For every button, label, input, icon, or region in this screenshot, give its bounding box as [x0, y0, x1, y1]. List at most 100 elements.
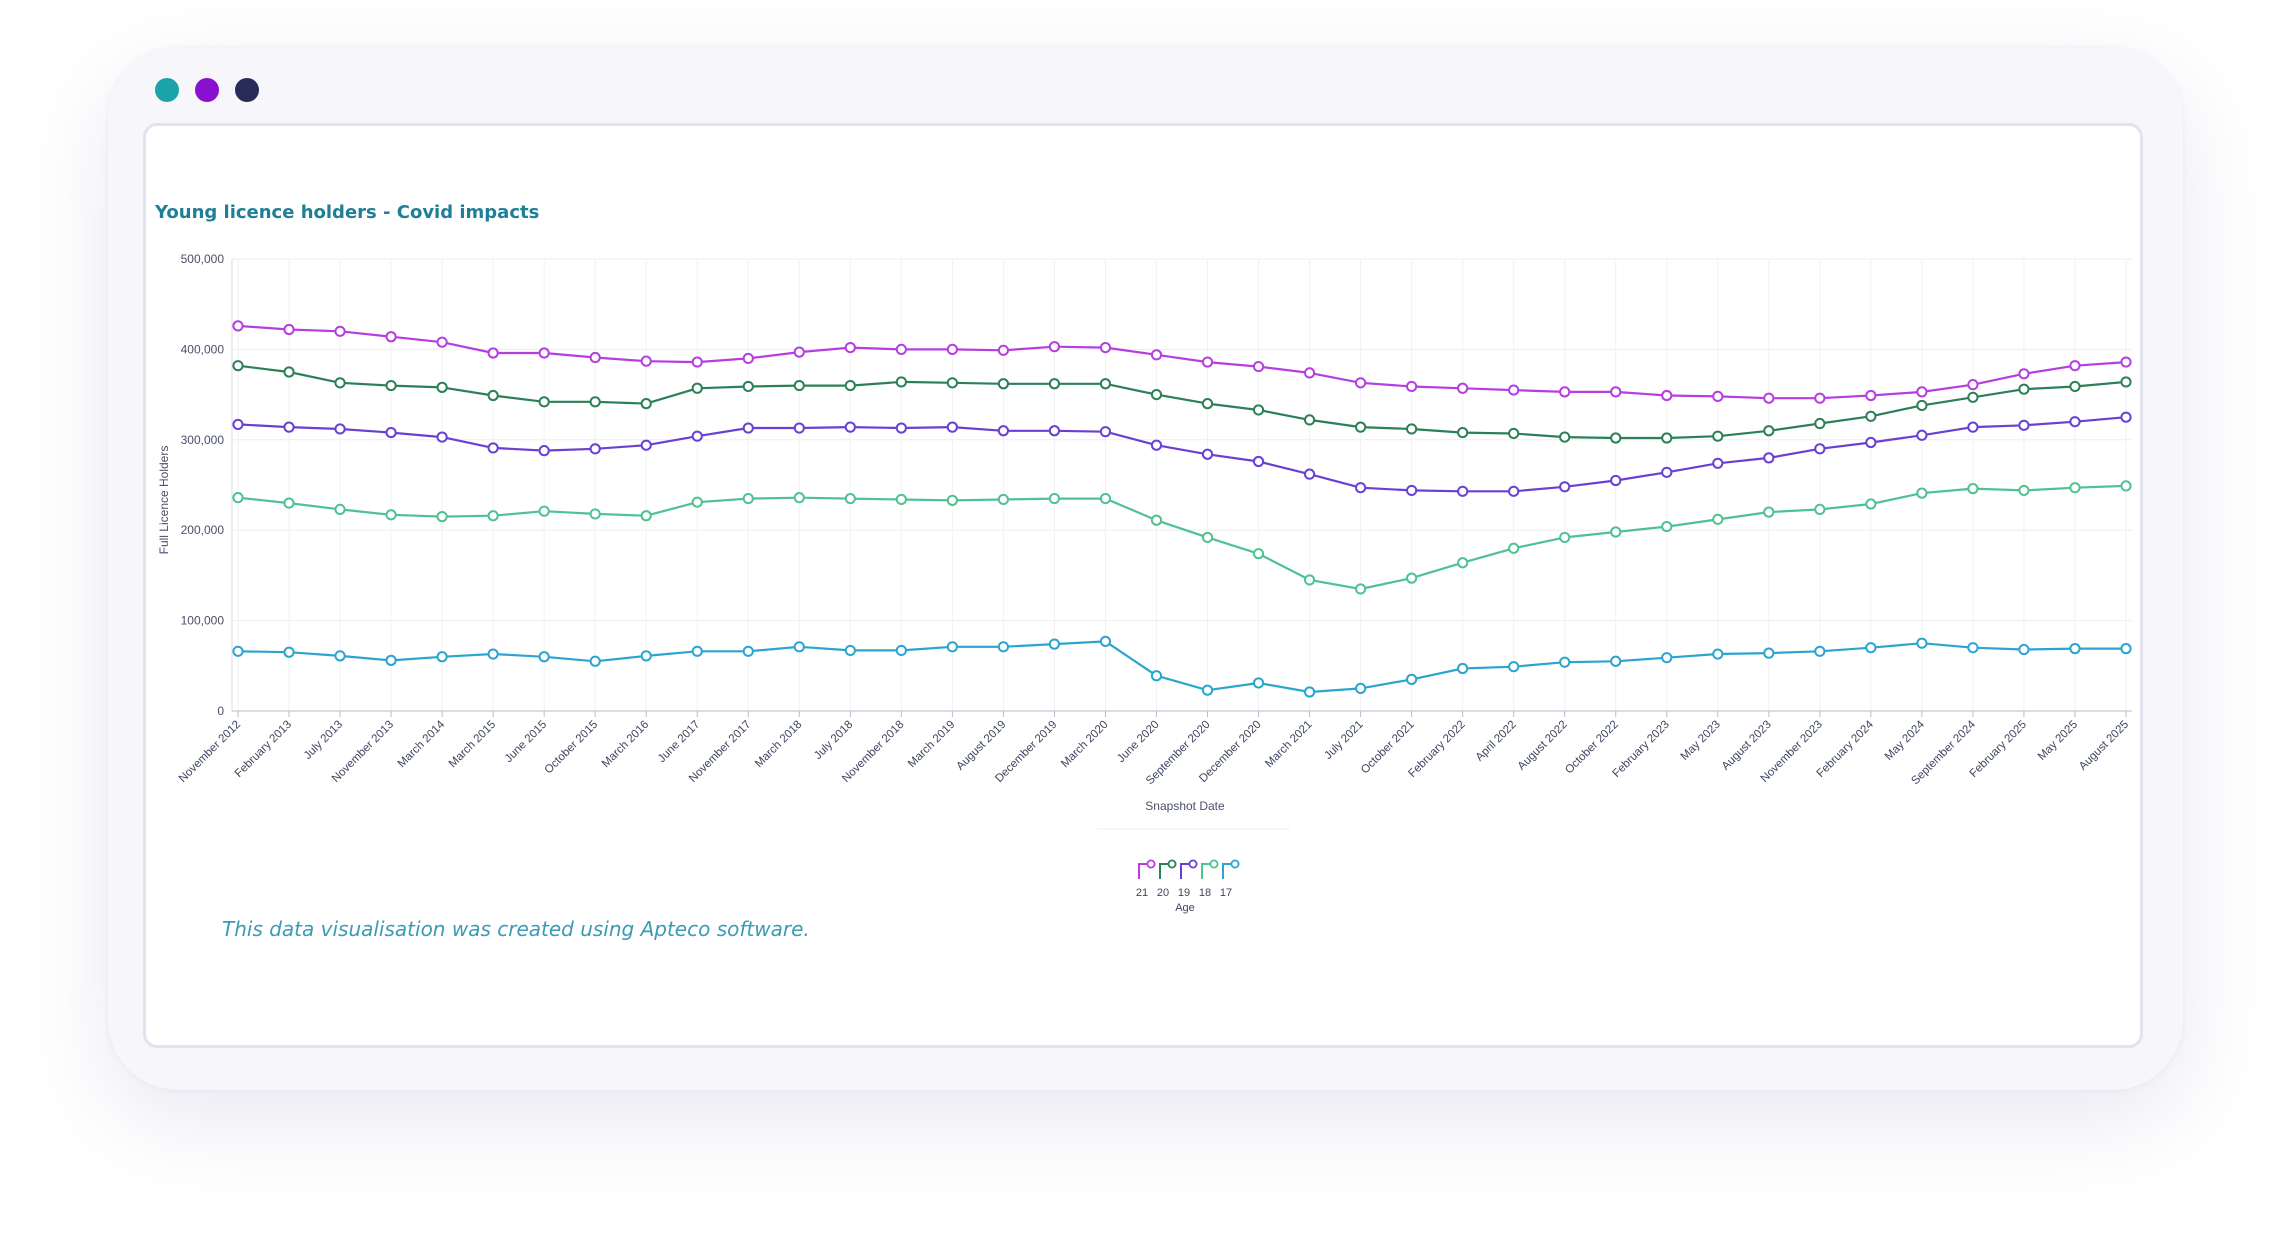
data-point-20	[1457, 426, 1469, 439]
chart-series	[232, 320, 2132, 698]
data-point-19	[1559, 481, 1571, 493]
window-dot-teal-icon[interactable]	[155, 78, 179, 102]
data-point-20	[2069, 380, 2081, 393]
x-tick-label: November 2012	[177, 719, 243, 785]
data-point-18	[1406, 572, 1418, 584]
data-point-19	[334, 423, 346, 435]
data-point-18	[1201, 531, 1214, 544]
data-point-21	[538, 347, 550, 359]
data-point-21	[844, 341, 856, 354]
data-point-19	[895, 422, 907, 434]
data-point-17	[2018, 643, 2030, 656]
data-point-20	[1354, 421, 1367, 433]
data-point-20	[2120, 376, 2132, 388]
data-point-17	[1099, 635, 1112, 647]
data-point-18	[844, 492, 856, 505]
data-point-17	[538, 651, 550, 663]
data-point-21	[334, 325, 346, 337]
data-point-19	[1508, 485, 1520, 497]
data-point-17	[1916, 637, 1928, 649]
data-point-17	[1865, 642, 1877, 654]
data-point-19	[742, 422, 754, 434]
data-point-20	[232, 360, 244, 372]
data-point-21	[1201, 356, 1214, 368]
chart-grid	[232, 258, 2132, 712]
data-point-21	[1252, 360, 1265, 373]
data-point-17	[640, 650, 652, 662]
data-point-17	[283, 646, 295, 658]
data-point-18	[1457, 557, 1469, 569]
data-point-18	[1354, 583, 1367, 595]
data-point-21	[2069, 360, 2081, 372]
data-point-17	[946, 641, 958, 653]
legend-label-19: 19	[1178, 887, 1190, 899]
series-line-17	[237, 640, 2126, 694]
x-axis-label: Snapshot Date	[1145, 799, 1225, 813]
data-point-19	[640, 439, 652, 451]
data-point-20	[793, 379, 805, 392]
data-point-19	[1252, 455, 1265, 468]
data-point-20	[1406, 423, 1418, 435]
data-point-19	[1763, 452, 1775, 464]
data-point-20	[1610, 432, 1622, 444]
data-point-21	[2120, 356, 2132, 368]
data-point-18	[1712, 513, 1724, 525]
y-axis-label: Full Licence Holders	[157, 446, 171, 555]
data-point-18	[997, 493, 1010, 506]
data-point-17	[232, 645, 244, 657]
y-tick-label: 0	[217, 704, 224, 718]
data-point-20	[640, 398, 652, 410]
data-point-21	[1048, 341, 1061, 353]
data-point-20	[1712, 430, 1724, 442]
x-tick-label: May 2025	[2036, 719, 2080, 763]
data-point-17	[1406, 673, 1418, 685]
legend-label-21: 21	[1136, 887, 1148, 899]
data-point-17	[1201, 684, 1214, 696]
legend-marker-18	[1209, 859, 1219, 869]
x-tick-label: June 2020	[1115, 719, 1161, 765]
data-point-18	[487, 510, 499, 522]
data-point-21	[1661, 389, 1673, 402]
data-point-17	[1354, 682, 1367, 695]
data-point-18	[2120, 480, 2132, 492]
data-point-20	[334, 377, 346, 389]
chart-panel	[143, 123, 2143, 1048]
x-tick-label: March 2020	[1059, 719, 1110, 770]
data-point-17	[691, 645, 703, 657]
data-point-18	[691, 496, 703, 508]
data-point-17	[1763, 647, 1775, 659]
x-tick-label: August 2022	[1516, 719, 1570, 773]
legend-swatch-19	[1180, 863, 1190, 879]
data-point-19	[1814, 443, 1826, 455]
data-point-20	[1303, 414, 1316, 426]
window-dot-navy-icon[interactable]	[235, 78, 259, 102]
data-point-19	[946, 421, 958, 433]
data-point-18	[385, 509, 397, 521]
series-line-18	[237, 484, 2127, 591]
data-point-21	[1559, 386, 1571, 398]
data-point-21	[1303, 367, 1316, 379]
data-point-20	[691, 382, 703, 394]
data-point-21	[385, 331, 397, 343]
window-dot-purple-icon[interactable]	[195, 78, 219, 102]
data-point-17	[1457, 662, 1469, 675]
data-point-20	[1967, 391, 1979, 403]
data-point-17	[487, 648, 499, 660]
data-point-17	[1559, 656, 1571, 668]
data-point-20	[997, 378, 1010, 390]
x-tick-label: May 2023	[1679, 719, 1723, 763]
data-point-18	[895, 493, 907, 506]
data-point-18	[2018, 484, 2030, 497]
data-point-21	[1610, 386, 1622, 398]
series-line-21	[237, 324, 2127, 400]
data-point-19	[844, 421, 856, 433]
data-point-18	[1967, 483, 1979, 495]
x-tick-label: July 2021	[1322, 719, 1365, 762]
data-point-21	[2018, 368, 2030, 380]
data-point-19	[1457, 485, 1469, 497]
data-point-20	[538, 396, 550, 408]
data-point-21	[487, 347, 499, 359]
data-point-17	[589, 655, 601, 667]
legend-marker-21	[1146, 859, 1156, 869]
data-point-19	[1201, 448, 1214, 460]
